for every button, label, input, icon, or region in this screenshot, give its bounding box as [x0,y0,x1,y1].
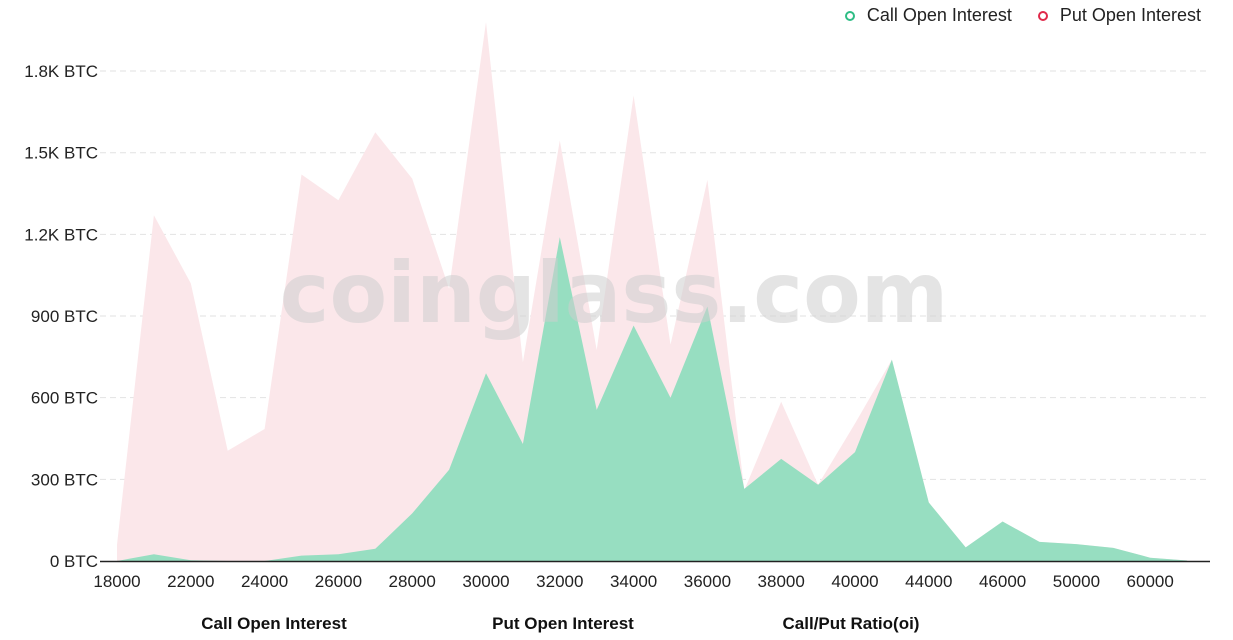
y-tick-label: 1.8K BTC [24,62,98,81]
x-tick-label: 44000 [905,572,952,591]
watermark: coinglass.com [280,244,949,342]
tab-call-open-interest[interactable]: Call Open Interest [201,614,347,633]
x-tick-label: 60000 [1127,572,1174,591]
x-tick-label: 34000 [610,572,657,591]
y-tick-label: 0 BTC [50,552,98,571]
legend-item-put[interactable]: Put Open Interest [1037,5,1201,26]
x-tick-label: 36000 [684,572,731,591]
y-tick-label: 1.2K BTC [24,225,98,244]
x-tick-label: 18000 [93,572,140,591]
x-tick-label: 26000 [315,572,362,591]
x-tick-label: 50000 [1053,572,1100,591]
x-tick-label: 40000 [831,572,878,591]
x-axis: 18000 22000 24000 26000 28000 30000 32000 34000… [93,572,1173,591]
tab-put-open-interest[interactable]: Put Open Interest [492,614,634,633]
y-tick-label: 600 BTC [31,389,98,408]
y-tick-label: 900 BTC [31,307,98,326]
x-tick-label: 46000 [979,572,1026,591]
x-tick-label: 38000 [758,572,805,591]
y-axis: 0 BTC 300 BTC 600 BTC 900 BTC 1.2K BTC 1.5K B… [24,62,98,571]
x-tick-label: 30000 [462,572,509,591]
open-interest-chart: 0 BTC 300 BTC 600 BTC 900 BTC 1.2K BTC 1.5K B… [24,22,1210,591]
legend-label-call: Call Open Interest [866,5,1012,25]
chart-legend: Call Open Interest Put Open Interest [844,5,1201,26]
y-tick-label: 1.5K BTC [24,144,98,163]
legend-item-call[interactable]: Call Open Interest [844,5,1012,26]
x-tick-label: 28000 [389,572,436,591]
y-tick-label: 300 BTC [31,470,98,489]
legend-label-put: Put Open Interest [1059,5,1201,25]
metric-tabs: Call Open Interest Put Open Interest Cal… [0,614,1233,640]
tab-call-put-ratio[interactable]: Call/Put Ratio(oi) [782,614,920,633]
call-open-interest-area [117,237,1188,561]
put-legend-dot-icon [1037,10,1048,21]
put-open-interest-area [117,22,1188,561]
x-tick-label: 32000 [536,572,583,591]
x-tick-label: 22000 [167,572,214,591]
x-tick-label: 24000 [241,572,288,591]
call-legend-dot-icon [844,10,855,21]
